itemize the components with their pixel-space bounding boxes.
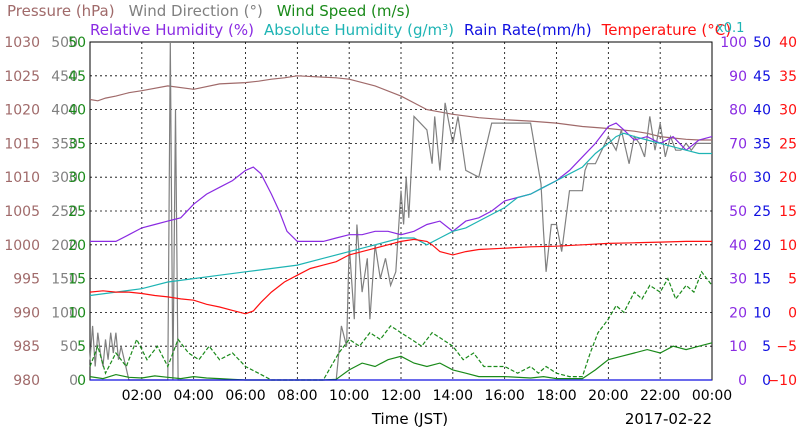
date-label: 2017-02-22: [625, 410, 712, 428]
left-axis-2-tick: 100: [51, 305, 78, 321]
left-axis-1-tick: 1025: [4, 69, 40, 85]
right-axis-1-tick: 90: [729, 69, 747, 85]
right-axis-3-tick: 25: [779, 136, 797, 152]
series-layer: [89, 41, 713, 381]
right-axis-3-tick: −10: [767, 373, 797, 389]
right-axis-3-tick: 0: [788, 305, 797, 321]
right-axis-1-tick: 70: [729, 136, 747, 152]
legend-item-5: Absolute Humidity (g/m³): [264, 21, 454, 39]
left-axis-2-tick: 450: [51, 69, 78, 85]
left-axis-1-tick: 985: [13, 339, 40, 355]
left-axis-2-tick: 400: [51, 103, 78, 119]
legend-scale-note: x0.1: [716, 21, 744, 36]
left-axis-2-tick: 250: [51, 204, 78, 220]
left-axis-1-tick: 1010: [4, 170, 40, 186]
left-axis-3-tick: 10: [68, 305, 86, 321]
x-tick: 18:00: [536, 388, 576, 404]
legend-item-7: Temperature (°C): [601, 21, 731, 39]
right-axis-1-tick: 60: [729, 170, 747, 186]
left-axis-3-tick: 45: [68, 69, 86, 85]
legend: Pressure (hPa) Wind Direction (°) Wind Spe…: [7, 2, 744, 39]
left-axis-3-tick: 35: [68, 136, 86, 152]
right-axis-3-tick: 10: [779, 238, 797, 254]
x-tick: 16:00: [484, 388, 524, 404]
left-axis-2-tick: 300: [51, 170, 78, 186]
x-tick: 12:00: [381, 388, 421, 404]
x-tick: 22:00: [640, 388, 680, 404]
right-axis-1-tick: 30: [729, 272, 747, 288]
right-axis-2-tick: 40: [753, 103, 771, 119]
right-axis-1-tick: 100: [720, 35, 747, 51]
left-axis-1-tick: 1020: [4, 103, 40, 119]
left-axis-1-tick: 990: [13, 305, 40, 321]
right-axis-2-tick: 20: [753, 238, 771, 254]
right-axis-1-tick: 40: [729, 238, 747, 254]
right-axis-3-tick: 30: [779, 103, 797, 119]
right-axis-2-tick: 25: [753, 204, 771, 220]
series-wind-speed-m-s-average: [89, 342, 713, 381]
right-axis-3-tick: 35: [779, 69, 797, 85]
right-axis-3-tick: 15: [779, 204, 797, 220]
x-tick: 04:00: [173, 388, 213, 404]
right-axis-2-tick: 10: [753, 305, 771, 321]
x-tick: 10:00: [329, 388, 369, 404]
legend-item-6: Rain Rate(mm/h): [464, 21, 592, 39]
x-tick: 14:00: [433, 388, 473, 404]
right-axis-1-tick: 50: [729, 204, 747, 220]
left-axis-1-tick: 1000: [4, 238, 40, 254]
x-tick: 08:00: [277, 388, 317, 404]
right-axis-2-tick: 50: [753, 35, 771, 51]
left-axis-1-tick: 1015: [4, 136, 40, 152]
right-axis-1-tick: 10: [729, 339, 747, 355]
left-axis-1-tick: 1030: [4, 35, 40, 51]
left-axis-3-tick: 50: [68, 35, 86, 51]
left-axis-3-tick: 5: [77, 339, 86, 355]
legend-item-2: Wind Direction (°): [129, 2, 263, 20]
right-axis-2-tick: 30: [753, 170, 771, 186]
left-axis-2-tick: 500: [51, 35, 78, 51]
right-axis-3-tick: −5: [776, 339, 797, 355]
series-absolute-humidity-g-m-x0-1: [89, 132, 712, 297]
x-tick: 02:00: [122, 388, 162, 404]
left-axis-1-tick: 995: [13, 272, 40, 288]
left-axis-3-tick: 40: [68, 103, 86, 119]
x-tick: 00:00: [692, 388, 732, 404]
left-axis-3-tick: 25: [68, 204, 86, 220]
legend-item-3: Wind Speed (m/s): [277, 2, 410, 20]
right-axis-2-tick: 15: [753, 272, 771, 288]
left-axis-3-tick: 15: [68, 272, 86, 288]
left-axis-2-tick: 50: [60, 339, 78, 355]
x-axis-label: Time (JST): [371, 410, 448, 428]
right-axis-2-tick: 45: [753, 69, 771, 85]
left-axis-3-tick: 30: [68, 170, 86, 186]
legend-item-1: Pressure (hPa): [7, 2, 115, 20]
left-axis-2-tick: 350: [51, 136, 78, 152]
right-axis-1-tick: 0: [738, 373, 747, 389]
left-axis-1-tick: 980: [13, 373, 40, 389]
right-axis-2-tick: 5: [762, 339, 771, 355]
left-axis-2-tick: 0: [69, 373, 78, 389]
left-axis-1-tick: 1005: [4, 204, 40, 220]
grid: [90, 42, 712, 380]
x-tick: 06:00: [225, 388, 265, 404]
series-relative-humidity: [90, 122, 713, 242]
left-axis-3-tick: 0: [77, 373, 86, 389]
axes-layer: 9809859909951000100510101015102010251030…: [4, 35, 797, 404]
x-tick: 20:00: [588, 388, 628, 404]
right-axis-3-tick: 20: [779, 170, 797, 186]
right-axis-2-tick: 0: [762, 373, 771, 389]
right-axis-3-tick: 5: [788, 272, 797, 288]
legend-item-4: Relative Humidity (%): [90, 21, 254, 39]
right-axis-2-tick: 35: [753, 136, 771, 152]
right-axis-1-tick: 80: [729, 103, 747, 119]
series-temperature-c: [89, 238, 712, 315]
series-pressure-hpa: [89, 75, 712, 141]
right-axis-1-tick: 20: [729, 305, 747, 321]
left-axis-3-tick: 20: [68, 238, 86, 254]
left-axis-2-tick: 200: [51, 238, 78, 254]
left-axis-2-tick: 150: [51, 272, 78, 288]
right-axis-3-tick: 40: [779, 35, 797, 51]
